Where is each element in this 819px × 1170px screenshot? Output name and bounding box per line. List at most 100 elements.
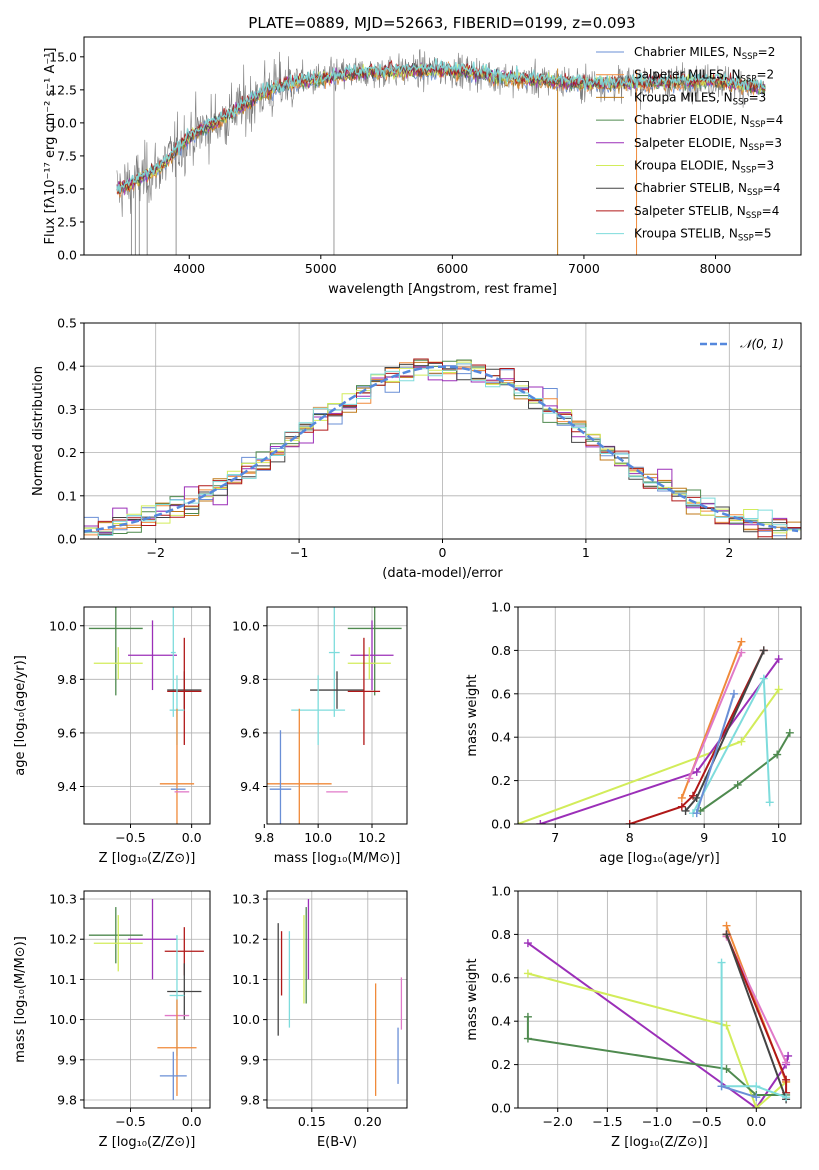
weight-marker — [677, 793, 686, 802]
weight-series-kroupa-stelib — [720, 962, 787, 1099]
x-tick-label: 9.8 — [254, 830, 274, 845]
y-tick-label: 12.5 — [49, 82, 77, 97]
y-tick-label: 7.5 — [57, 148, 77, 163]
y-tick-label: 0.0 — [57, 532, 77, 547]
y-tick-label: 0.6 — [491, 970, 511, 985]
x-tick-label: 5000 — [305, 261, 337, 276]
weight-marker — [759, 674, 768, 683]
y-tick-label: 9.8 — [240, 1092, 260, 1107]
x-tick-label: −2 — [146, 545, 164, 560]
age_vs_Z-panel: −0.5 0.0 9.4 9.6 9.8 10.0 Z [log₁₀(Z/Z⊙)] age [… — [13, 606, 211, 866]
weight-marker — [722, 930, 731, 939]
weight_vs_age-xlabel: age [log₁₀(age/yr)] — [599, 851, 720, 866]
weight-marker — [752, 1093, 761, 1102]
x-tick-label: −0.5 — [691, 1114, 721, 1129]
weight-series-chabrier-elodie — [699, 732, 791, 812]
weight-marker — [692, 793, 701, 802]
age_vs_mass-plot-area — [267, 607, 407, 824]
weight_vs_Z-panel: −2.0 −1.5 −1.0 −0.5 0.0 0.0 0.2 0.4 0.6 0.8 1.0 Z [… — [465, 884, 802, 1150]
x-tick-label: 0.20 — [354, 1114, 382, 1129]
y-tick-label: 1.0 — [491, 884, 511, 899]
y-tick-label: 0.3 — [57, 402, 77, 417]
x-tick-label: 8 — [626, 830, 634, 845]
y-tick-label: 15.0 — [49, 49, 77, 64]
y-tick-label: 0.0 — [57, 248, 77, 263]
errorbar-point — [128, 899, 177, 980]
errorbar-point — [88, 607, 143, 696]
y-tick-label: 10.1 — [49, 972, 77, 987]
x-tick-label: −0.5 — [115, 830, 145, 845]
errorbar-point — [167, 637, 202, 745]
y-tick-label: 9.8 — [240, 672, 260, 687]
x-tick-label: −2.0 — [543, 1114, 573, 1129]
weight-marker — [722, 1021, 731, 1030]
age_vs_mass-frame — [266, 606, 408, 825]
y-tick-label: 9.6 — [240, 725, 260, 740]
y-tick-label: 9.8 — [57, 1092, 77, 1107]
residuals-ylabel: Normed distribution — [31, 366, 46, 496]
weight-series-chabrier-stelib — [725, 934, 788, 1100]
weight-marker — [782, 1058, 791, 1067]
spectrum-frame — [83, 36, 802, 256]
y-tick-label: 1.0 — [491, 600, 511, 615]
y-tick-label: 0.5 — [57, 316, 77, 331]
weight-marker — [782, 1075, 791, 1084]
weight_vs_Z-plot-area — [518, 891, 801, 1108]
y-tick-label: 0.6 — [491, 686, 511, 701]
weight-marker — [773, 750, 782, 759]
y-tick-label: 0.2 — [491, 1057, 511, 1072]
legend-label: Chabrier STELIB, NSSP=4 — [634, 181, 781, 198]
mass_vs_Z-plot-area — [84, 891, 210, 1108]
errorbar-point — [128, 620, 177, 691]
age_vs_Z-plot-area — [84, 607, 210, 824]
spectrum-legend: Chabrier MILES, NSSP=2 Salpeter MILES, NS… — [596, 45, 783, 244]
weight-marker — [737, 637, 746, 646]
errorbar-point — [269, 730, 292, 824]
y-tick-label: 2.5 — [57, 214, 77, 229]
legend-label: Salpeter MILES, NSSP=2 — [634, 68, 774, 85]
model-spectrum-salpeter-stelib — [116, 59, 766, 195]
y-tick-label: 9.6 — [57, 725, 77, 740]
weight-marker — [685, 774, 694, 783]
y-tick-label: 10.0 — [49, 115, 77, 130]
x-tick-label: 0.15 — [298, 1114, 326, 1129]
weight_vs_age-frame — [517, 606, 802, 825]
weight-marker — [729, 689, 738, 698]
weight-series-salpeter-elodie — [527, 942, 790, 1108]
y-tick-label: 0.4 — [57, 359, 77, 374]
weight-marker — [692, 767, 701, 776]
errorbar-point — [267, 708, 332, 824]
weight-marker — [717, 1082, 726, 1091]
x-tick-label: 0.0 — [746, 1114, 766, 1129]
weight-marker — [523, 969, 532, 978]
weight-marker — [717, 958, 726, 967]
spectrum-ylabel: Flux [fλ10⁻¹⁷ erg cm⁻² s⁻¹ A⁻¹] — [43, 48, 58, 245]
legend-label: Chabrier MILES, NSSP=2 — [634, 45, 775, 62]
residuals-panel: −2 −1 0 1 2 0.0 0.1 0.2 0.3 0.4 0.5 (data-model)/er… — [31, 316, 802, 581]
age_vs_mass-xlabel: mass [log₁₀(M/M⊙)] — [274, 851, 401, 866]
y-tick-label: 0.0 — [491, 817, 511, 832]
y-tick-label: 10.2 — [232, 932, 260, 947]
weight-marker — [692, 809, 701, 818]
y-tick-label: 0.8 — [491, 927, 511, 942]
weight-marker — [677, 802, 686, 811]
weight-marker — [737, 648, 746, 657]
age_vs_mass-panel: 9.8 10.0 10.2 9.4 9.6 9.8 10.0 mass [log₁₀(M/M⊙… — [232, 606, 408, 866]
weight-marker — [765, 798, 774, 807]
errorbar-point — [291, 675, 346, 745]
mass_vs_Z-xlabel: Z [log₁₀(Z/Z⊙)] — [99, 1135, 196, 1150]
y-tick-label: 10.0 — [49, 618, 77, 633]
legend-label: Salpeter ELODIE, NSSP=3 — [634, 136, 782, 153]
weight-marker — [759, 646, 768, 655]
weight-marker — [784, 1051, 793, 1060]
weight-marker — [722, 921, 731, 930]
y-tick-label: 9.4 — [57, 779, 77, 794]
model-spectrum-kroupa-stelib — [116, 58, 766, 193]
weight_vs_age-ylabel: mass weight — [465, 674, 480, 756]
errorbar-point — [88, 907, 143, 964]
weight-marker — [774, 685, 783, 694]
y-tick-label: 10.2 — [49, 932, 77, 947]
x-tick-label: 10 — [771, 830, 787, 845]
spectrum-plot-area — [116, 49, 766, 255]
y-tick-label: 10.3 — [49, 892, 77, 907]
